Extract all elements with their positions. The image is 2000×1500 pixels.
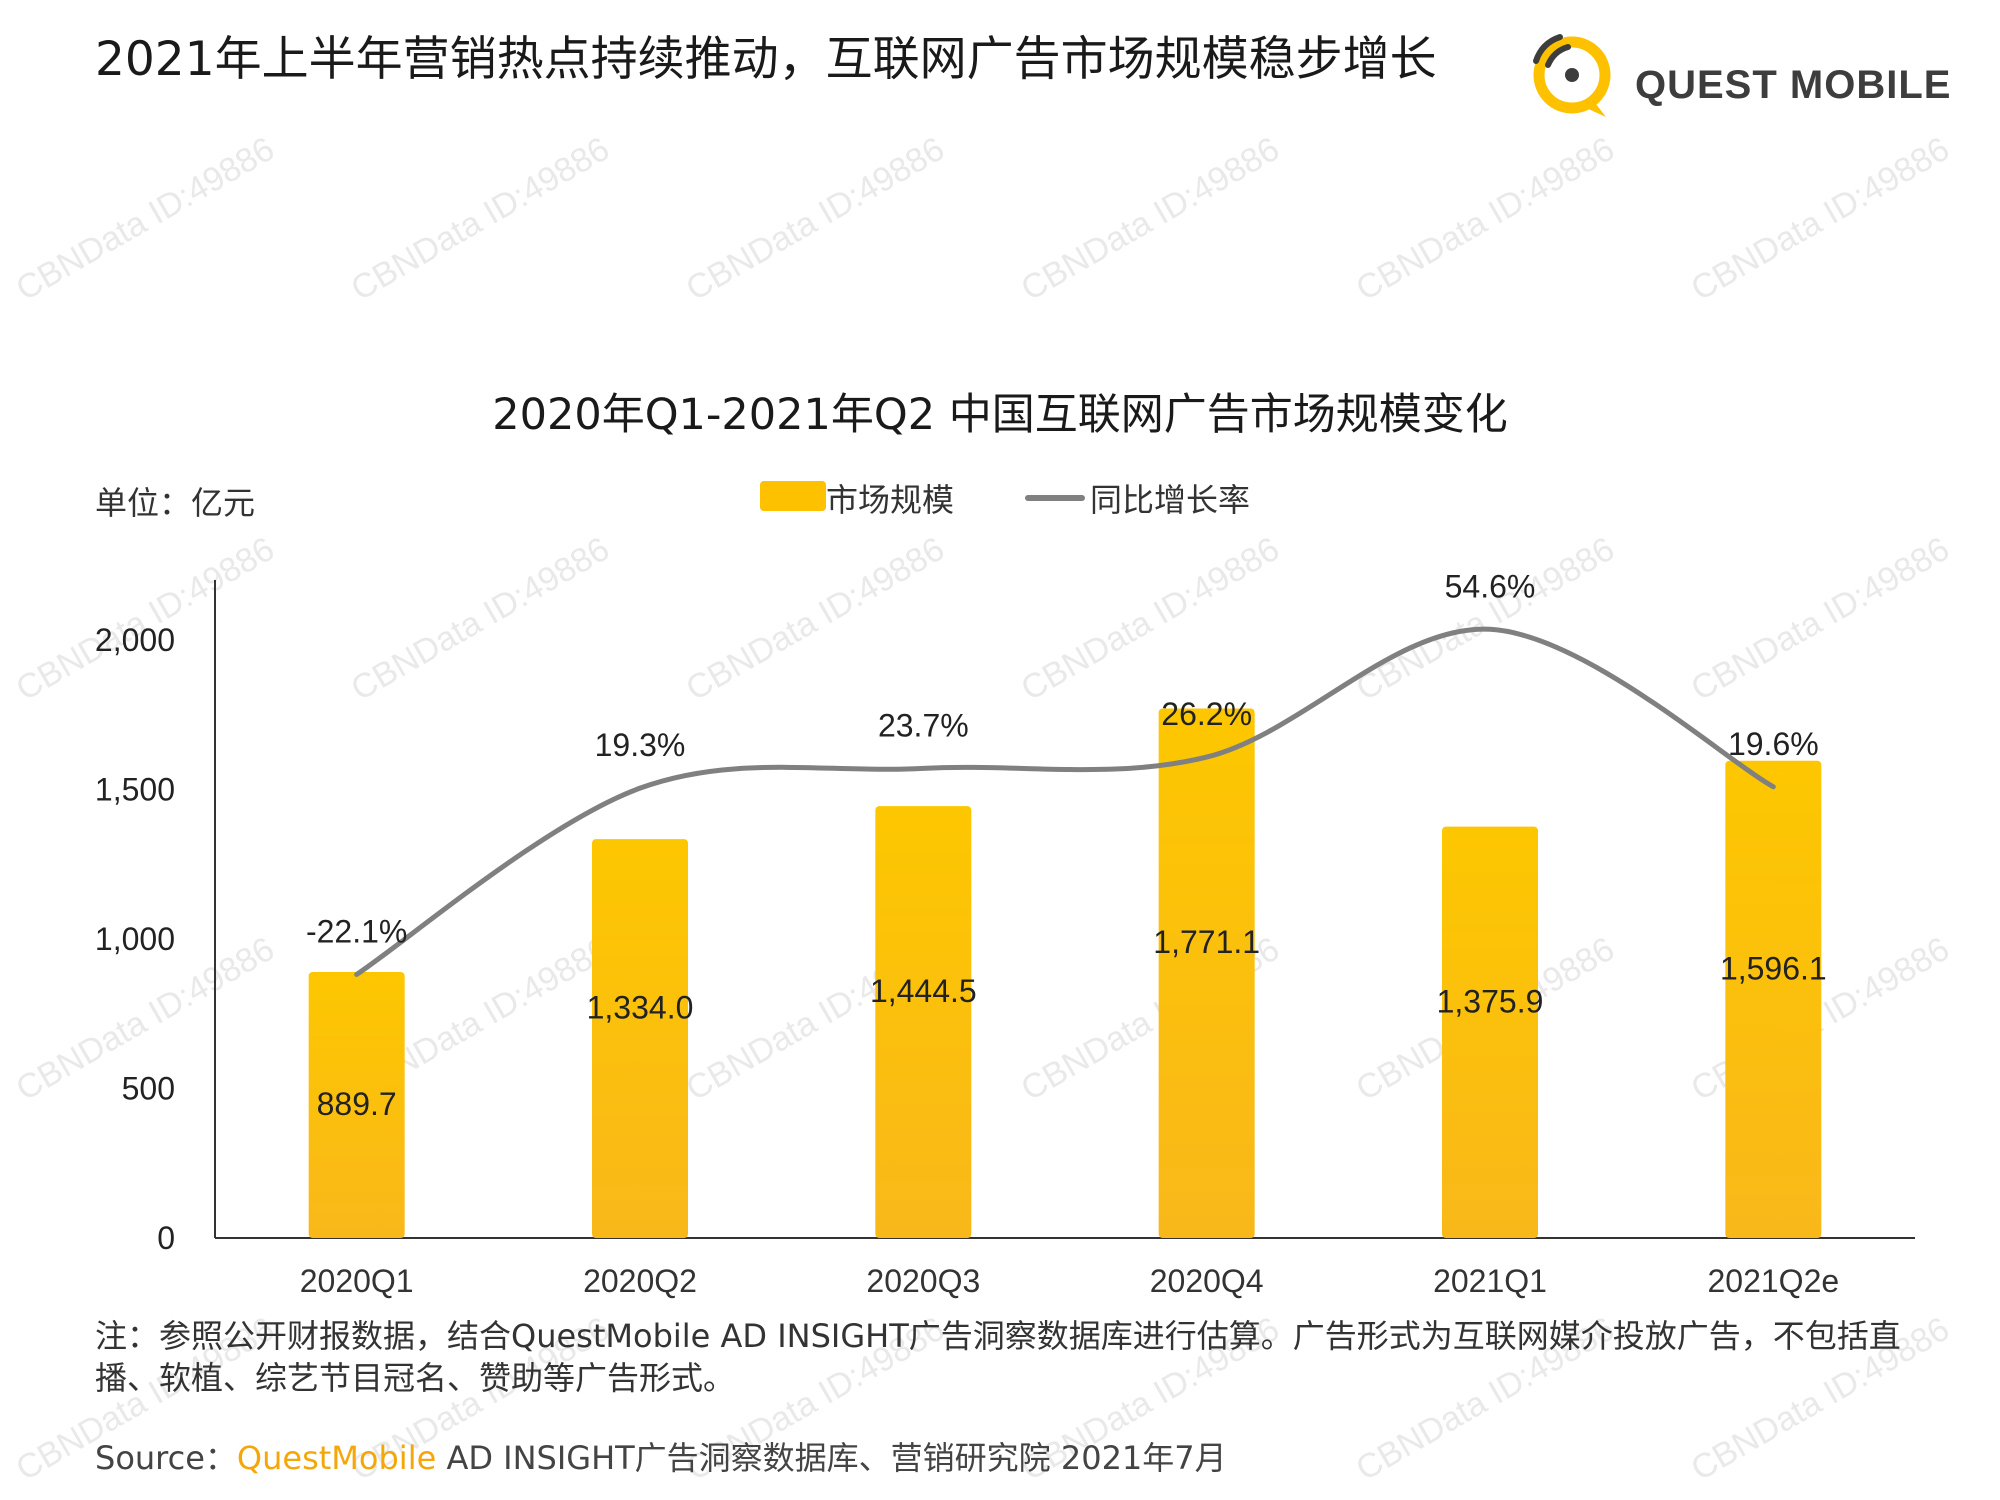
bar-value-label: 1,375.9 <box>1437 983 1544 1019</box>
growth-rate-label: -22.1% <box>306 913 407 949</box>
legend-swatch-bar <box>760 481 826 511</box>
legend-swatch-line <box>1025 495 1085 501</box>
bar-value-label: 1,596.1 <box>1720 950 1827 986</box>
bar <box>1725 760 1822 1238</box>
unit-label: 单位：亿元 <box>95 484 256 522</box>
x-tick-label: 2020Q4 <box>1150 1263 1264 1299</box>
y-tick-label: 1,000 <box>95 921 175 957</box>
source-prefix: Source： <box>95 1439 237 1477</box>
bar-value-label: 1,334.0 <box>587 990 694 1026</box>
growth-rate-label: 54.6% <box>1445 568 1536 604</box>
bar <box>308 971 405 1238</box>
y-tick-label: 2,000 <box>95 622 175 658</box>
footnote: 注：参照公开财报数据，结合QuestMobile AD INSIGHT广告洞察数… <box>95 1317 1901 1397</box>
growth-rate-label: 26.2% <box>1161 696 1252 732</box>
chart-title: 2020年Q1-2021年Q2 中国互联网广告市场规模变化 <box>492 390 1508 440</box>
brand-name: QUEST MOBILE <box>1635 63 1952 107</box>
y-tick-label: 1,500 <box>95 772 175 808</box>
x-tick-label: 2021Q2e <box>1707 1263 1839 1299</box>
growth-rate-label: 19.6% <box>1728 726 1819 762</box>
x-tick-label: 2020Q1 <box>300 1263 414 1299</box>
quest-mobile-logo: QUEST MOBILE <box>1520 25 1950 125</box>
bar <box>1442 826 1538 1238</box>
y-tick-label: 0 <box>157 1220 175 1256</box>
legend-label-growth-rate: 同比增长率 <box>1090 481 1251 519</box>
growth-rate-line <box>354 626 1776 977</box>
x-tick-label: 2020Q2 <box>583 1263 697 1299</box>
y-tick-label: 500 <box>122 1071 175 1107</box>
source-rest: AD INSIGHT广告洞察数据库、营销研究院 2021年7月 <box>436 1439 1227 1477</box>
source-highlight: QuestMobile <box>236 1439 437 1477</box>
growth-rate-label: 23.7% <box>878 707 969 743</box>
x-tick-label: 2020Q3 <box>866 1263 980 1299</box>
bar-value-label: 889.7 <box>317 1086 397 1122</box>
bar <box>1158 708 1255 1238</box>
growth-rate-label: 19.3% <box>595 727 686 763</box>
quest-mobile-logo-icon <box>1533 34 1611 117</box>
bar <box>592 839 688 1238</box>
x-tick-label: 2021Q1 <box>1433 1263 1547 1299</box>
bar-value-label: 1,771.1 <box>1153 924 1260 960</box>
bar <box>875 806 972 1238</box>
legend-label-market-size: 市场规模 <box>826 481 955 519</box>
bar-value-label: 1,444.5 <box>870 973 977 1009</box>
page-headline: 2021年上半年营销热点持续推动，互联网广告市场规模稳步增长 <box>95 32 1437 87</box>
source-line: Source：QuestMobile AD INSIGHT广告洞察数据库、营销研… <box>95 1433 1227 1479</box>
